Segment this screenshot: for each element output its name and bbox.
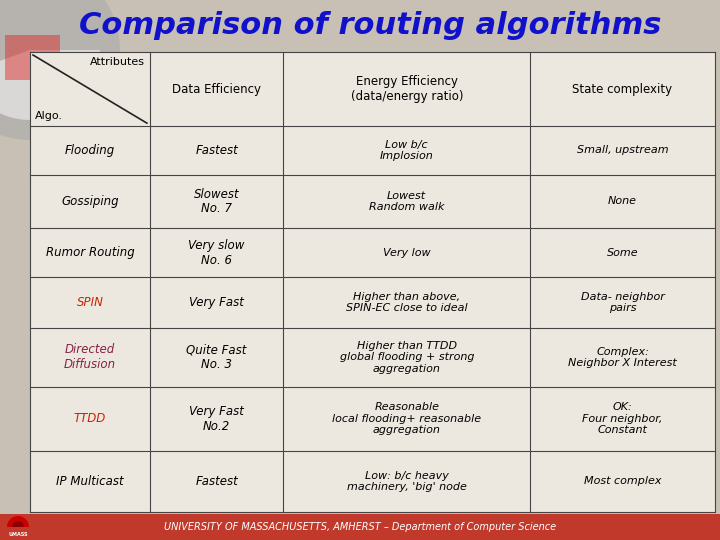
FancyBboxPatch shape — [150, 277, 284, 328]
FancyBboxPatch shape — [0, 514, 720, 540]
FancyBboxPatch shape — [530, 451, 715, 512]
FancyBboxPatch shape — [284, 52, 530, 126]
FancyBboxPatch shape — [284, 387, 530, 451]
Text: Energy Efficiency
(data/energy ratio): Energy Efficiency (data/energy ratio) — [351, 75, 463, 103]
FancyBboxPatch shape — [530, 328, 715, 387]
Text: Attributes: Attributes — [90, 57, 145, 67]
Text: Some: Some — [607, 248, 639, 258]
Text: Data Efficiency: Data Efficiency — [172, 83, 261, 96]
Wedge shape — [7, 516, 29, 527]
FancyBboxPatch shape — [530, 228, 715, 277]
FancyBboxPatch shape — [30, 451, 150, 512]
Text: Very slow
No. 6: Very slow No. 6 — [189, 239, 245, 267]
FancyBboxPatch shape — [530, 126, 715, 174]
Text: Flooding: Flooding — [65, 144, 115, 157]
FancyBboxPatch shape — [150, 451, 284, 512]
Text: Very Fast: Very Fast — [189, 296, 244, 309]
FancyBboxPatch shape — [530, 52, 715, 126]
Text: Directed
Diffusion: Directed Diffusion — [64, 343, 116, 372]
Text: State complexity: State complexity — [572, 83, 672, 96]
FancyBboxPatch shape — [30, 52, 150, 126]
Text: Small, upstream: Small, upstream — [577, 145, 668, 156]
Circle shape — [0, 0, 120, 140]
FancyBboxPatch shape — [5, 35, 60, 80]
Text: UNIVERSITY OF MASSACHUSETTS, AMHERST – Department of Computer Science: UNIVERSITY OF MASSACHUSETTS, AMHERST – D… — [164, 522, 556, 532]
FancyBboxPatch shape — [284, 451, 530, 512]
FancyBboxPatch shape — [530, 387, 715, 451]
Text: Low b/c
Implosion: Low b/c Implosion — [380, 139, 433, 161]
Wedge shape — [0, 50, 100, 120]
Text: None: None — [608, 197, 637, 206]
FancyBboxPatch shape — [30, 174, 150, 228]
FancyBboxPatch shape — [530, 277, 715, 328]
Text: Very Fast
No.2: Very Fast No.2 — [189, 404, 244, 433]
FancyBboxPatch shape — [284, 126, 530, 174]
FancyBboxPatch shape — [150, 228, 284, 277]
FancyBboxPatch shape — [150, 174, 284, 228]
Text: Complex:
Neighbor X Interest: Complex: Neighbor X Interest — [568, 347, 677, 368]
Text: Rumor Routing: Rumor Routing — [45, 246, 135, 259]
Text: OK:
Four neighbor,
Constant: OK: Four neighbor, Constant — [582, 402, 662, 435]
FancyBboxPatch shape — [530, 174, 715, 228]
Wedge shape — [12, 521, 24, 527]
Text: Higher than TTDD
global flooding + strong
aggregation: Higher than TTDD global flooding + stron… — [340, 341, 474, 374]
Text: Lowest
Random walk: Lowest Random walk — [369, 191, 444, 212]
Text: Reasonable
local flooding+ reasonable
aggregation: Reasonable local flooding+ reasonable ag… — [332, 402, 481, 435]
FancyBboxPatch shape — [30, 126, 150, 174]
Text: Higher than above,
SPIN-EC close to ideal: Higher than above, SPIN-EC close to idea… — [346, 292, 467, 313]
FancyBboxPatch shape — [150, 387, 284, 451]
Text: Most complex: Most complex — [584, 476, 661, 487]
Text: Gossiping: Gossiping — [61, 195, 119, 208]
Text: Slowest
No. 7: Slowest No. 7 — [194, 187, 240, 215]
Text: SPIN: SPIN — [76, 296, 104, 309]
FancyBboxPatch shape — [284, 328, 530, 387]
Text: Fastest: Fastest — [195, 144, 238, 157]
FancyBboxPatch shape — [284, 277, 530, 328]
Text: Fastest: Fastest — [195, 475, 238, 488]
Text: UMASS: UMASS — [8, 532, 28, 537]
FancyBboxPatch shape — [150, 126, 284, 174]
Text: Algo.: Algo. — [35, 111, 63, 121]
Text: TTDD: TTDD — [74, 412, 106, 425]
FancyBboxPatch shape — [284, 174, 530, 228]
Text: Quite Fast
No. 3: Quite Fast No. 3 — [186, 343, 247, 372]
FancyBboxPatch shape — [150, 328, 284, 387]
Text: IP Multicast: IP Multicast — [56, 475, 124, 488]
FancyBboxPatch shape — [30, 387, 150, 451]
Text: Comparison of routing algorithms: Comparison of routing algorithms — [78, 11, 661, 40]
Text: Low: b/c heavy
machinery, 'big' node: Low: b/c heavy machinery, 'big' node — [347, 470, 467, 492]
FancyBboxPatch shape — [30, 277, 150, 328]
FancyBboxPatch shape — [150, 52, 284, 126]
FancyBboxPatch shape — [30, 328, 150, 387]
Text: Very low: Very low — [383, 248, 431, 258]
Text: Data- neighbor
pairs: Data- neighbor pairs — [580, 292, 665, 313]
FancyBboxPatch shape — [30, 228, 150, 277]
FancyBboxPatch shape — [284, 228, 530, 277]
